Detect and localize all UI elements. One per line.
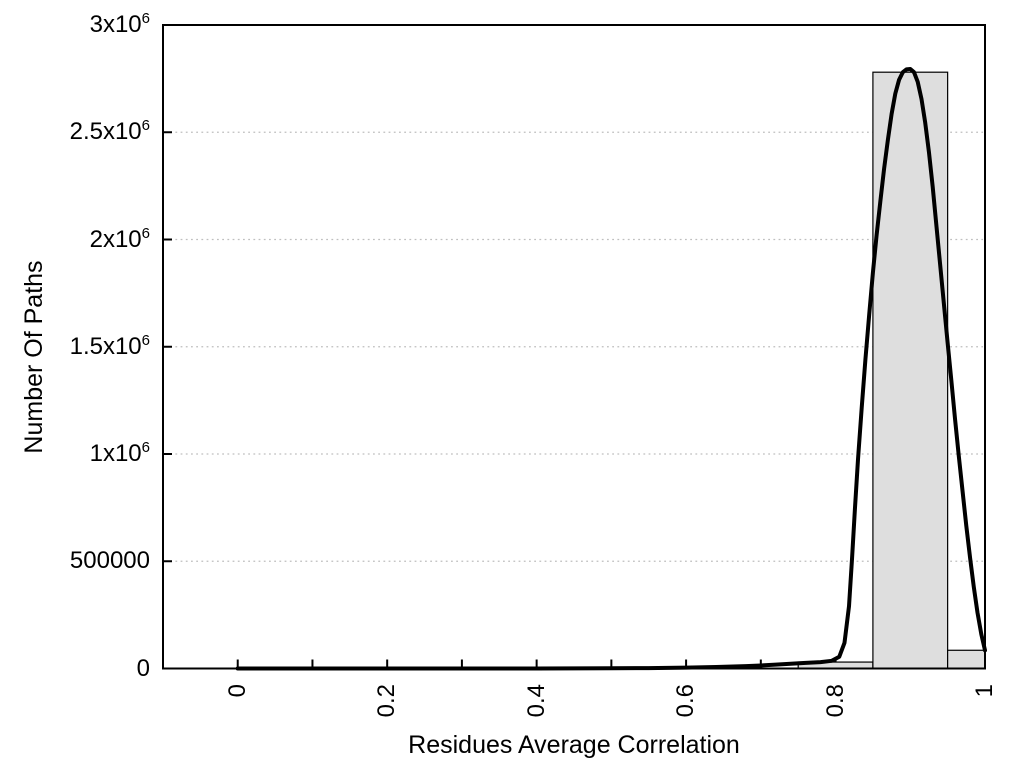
x-tick-label: 0.2 <box>373 684 401 718</box>
x-tick-label: 0.4 <box>522 684 550 718</box>
x-tick-label: 0.6 <box>672 684 700 718</box>
x-tick-label: 0.8 <box>821 684 849 718</box>
histogram-bar <box>947 649 986 670</box>
y-tick-label: 1x106 <box>89 439 150 467</box>
plot-frame <box>162 24 986 670</box>
y-tick-label: 3x106 <box>89 10 150 38</box>
x-tick-label: 0 <box>223 684 251 698</box>
y-tick-label: 1.5x106 <box>69 331 150 360</box>
x-axis-title: Residues Average Correlation <box>408 731 740 759</box>
y-tick-label: 2.5x106 <box>69 117 150 146</box>
y-tick-label: 0 <box>136 654 150 682</box>
y-tick-label: 500000 <box>69 547 150 575</box>
y-tick-label: 2x106 <box>89 224 150 253</box>
x-tick-label: 1 <box>971 684 998 698</box>
